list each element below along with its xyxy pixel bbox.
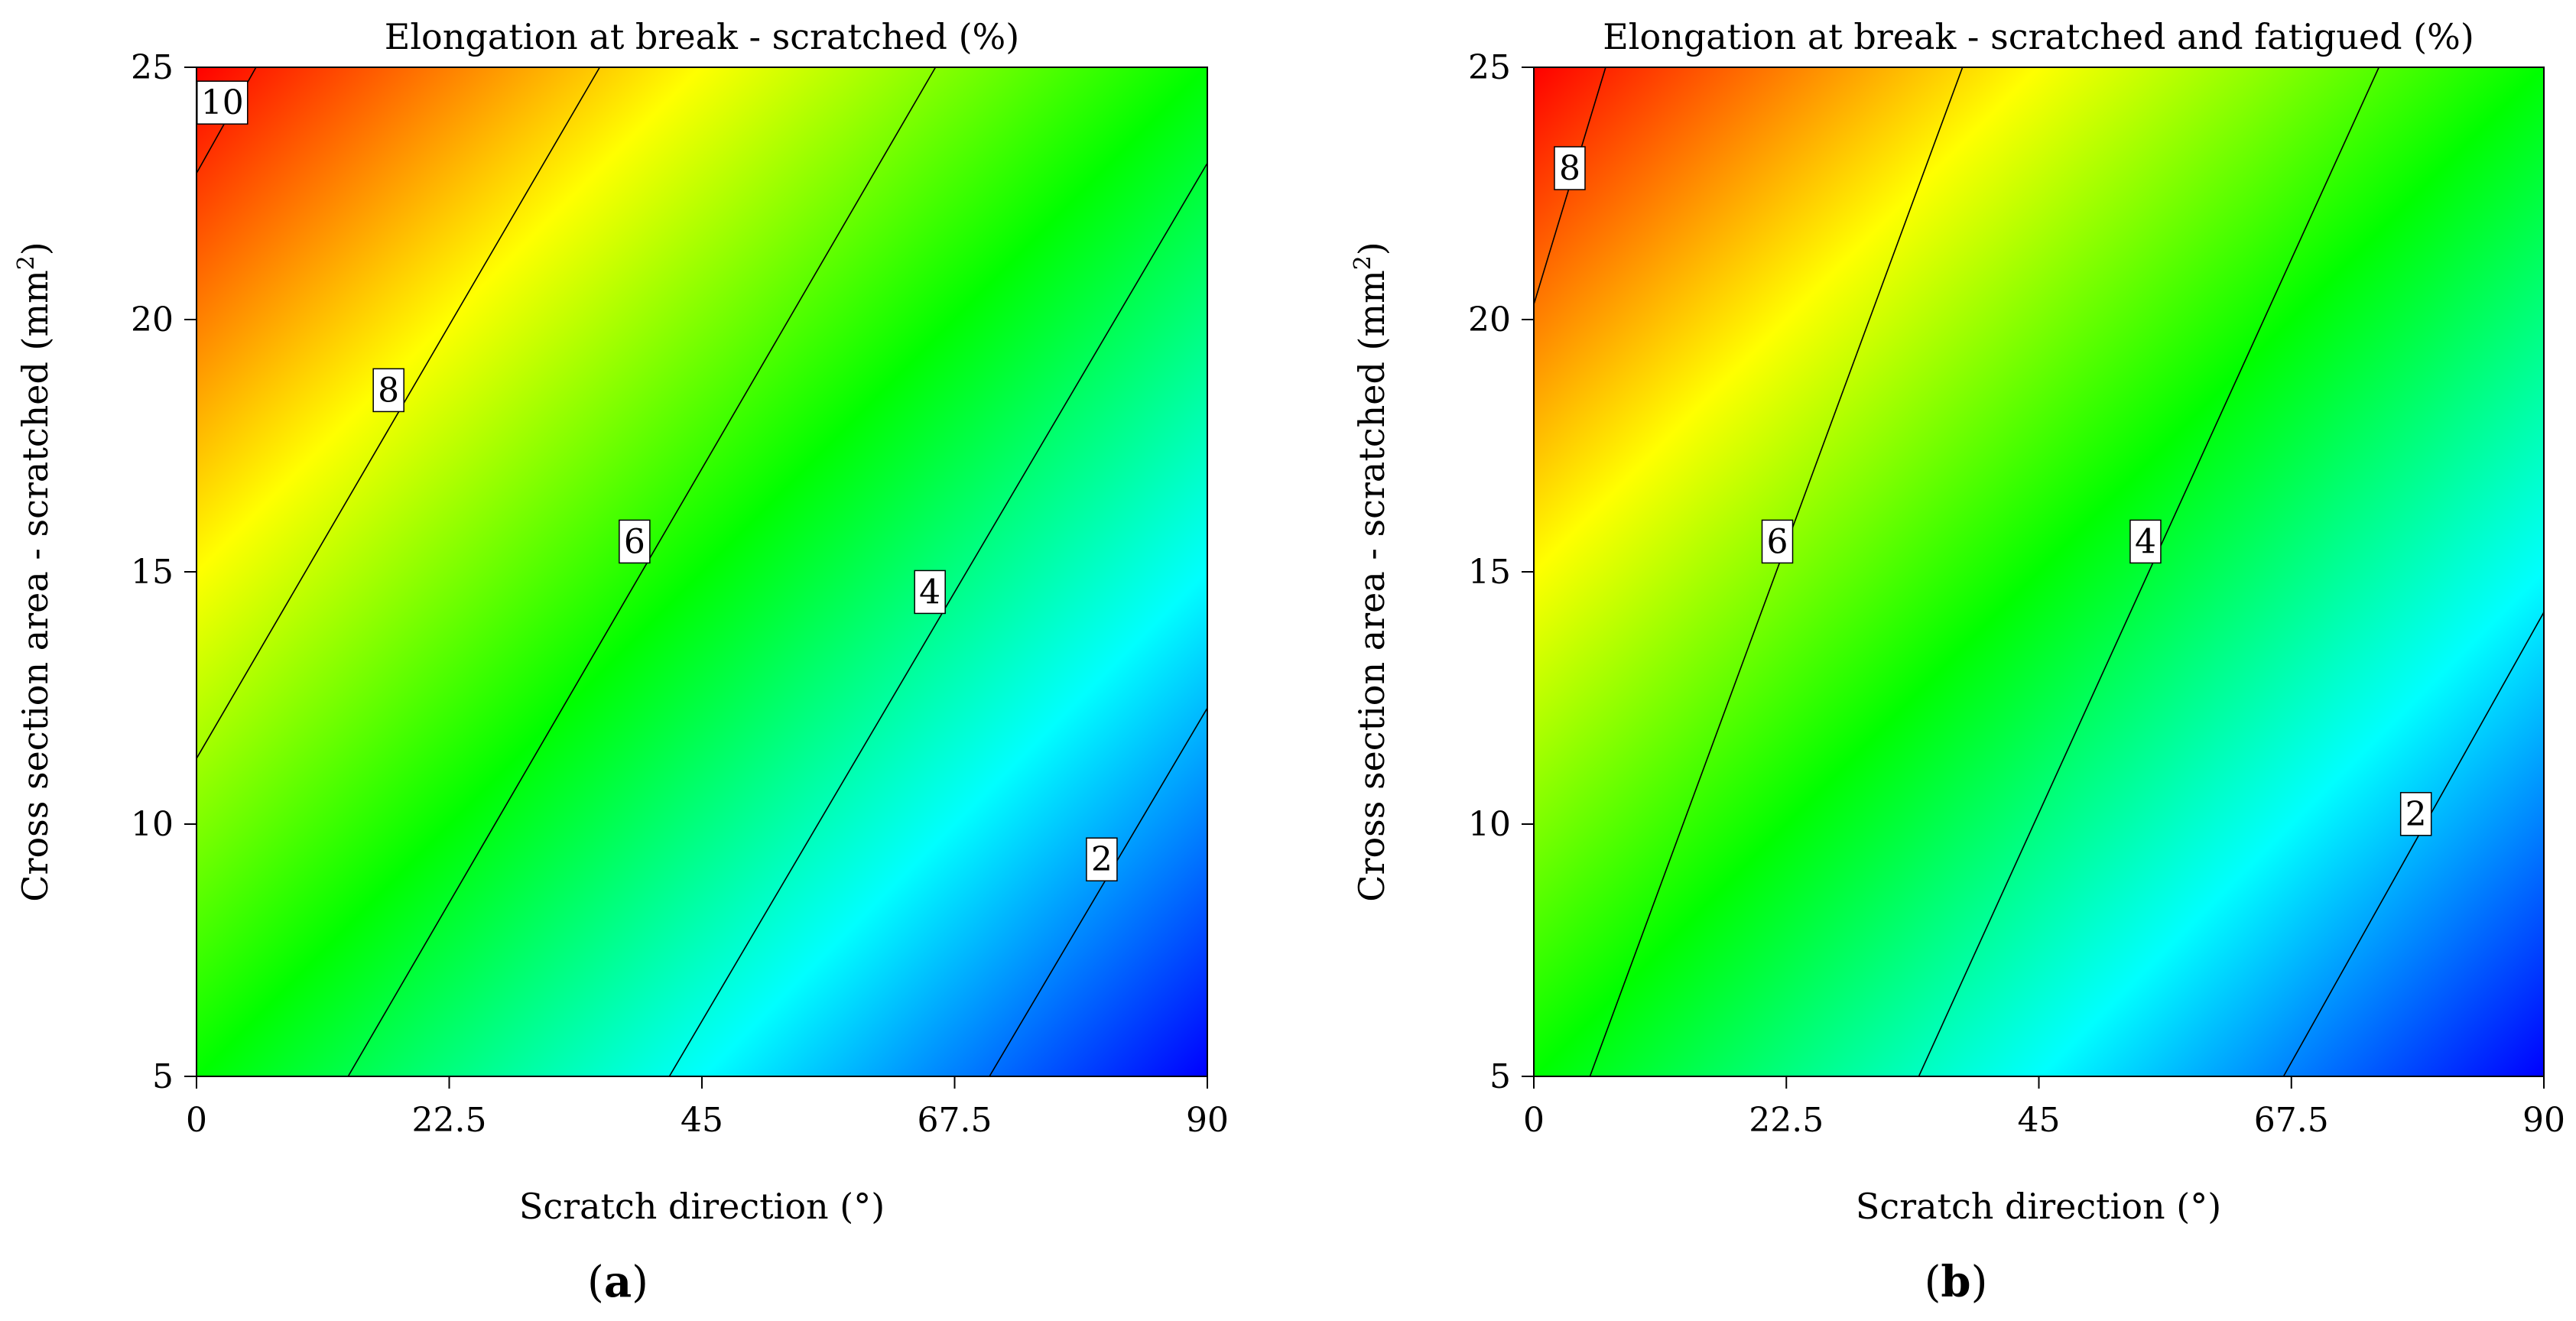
y-tick-label: 5: [1489, 1057, 1511, 1096]
y-axis-title-a: Cross section area - scratched (mm2): [13, 242, 56, 901]
x-axis-b: 0 22.5 45 67.5 90: [1523, 1076, 2565, 1140]
x-tick-label: 45: [2018, 1101, 2061, 1140]
x-tick-label: 90: [1186, 1101, 1229, 1140]
contour-label-2: 2: [2399, 792, 2432, 836]
x-tick-label: 45: [681, 1101, 723, 1140]
contour-label-8: 8: [1554, 146, 1586, 190]
contour-label-10: 10: [197, 80, 249, 125]
contour-line-4: [1918, 67, 2379, 1077]
panel-tag-a: (a): [587, 1257, 648, 1307]
svg-text:2: 2: [1091, 840, 1113, 879]
plot-area-b: [1534, 67, 2544, 1076]
svg-text:6: 6: [624, 522, 645, 561]
y-tick-label: 15: [131, 553, 174, 592]
panel-tag-b: (b): [1925, 1257, 1988, 1307]
contour-label-4: 4: [914, 570, 946, 615]
contour-lines-a: [196, 67, 1208, 1077]
y-axis-title-b: Cross section area - scratched (mm2): [1350, 242, 1392, 901]
x-tick-label: 22.5: [1749, 1101, 1824, 1140]
contour-label-6: 6: [1761, 519, 1794, 564]
svg-text:8: 8: [1559, 149, 1580, 188]
x-tick-label: 22.5: [412, 1101, 487, 1140]
contour-line-2: [989, 707, 1208, 1077]
contour-label-6: 6: [619, 519, 651, 564]
y-tick-label: 25: [1468, 48, 1511, 87]
contour-label-2: 2: [1086, 837, 1118, 881]
contour-line-8: [196, 67, 601, 759]
svg-text:4: 4: [919, 573, 940, 612]
x-tick-label: 0: [1523, 1101, 1545, 1140]
contour-line-4: [668, 162, 1208, 1077]
svg-text:2: 2: [2405, 795, 2427, 834]
y-tick-label: 20: [131, 300, 174, 339]
contour-line-2: [2282, 612, 2545, 1077]
contour-label-8: 8: [372, 368, 404, 413]
chart-panel-a: 0 22.5 45 67.5 90 5 10 15 20 25 10 8 6 4 2 Elongatio…: [13, 16, 1229, 1307]
y-axis-a: 5 10 15 20 25: [131, 48, 197, 1096]
y-tick-label: 25: [131, 48, 174, 87]
svg-text:6: 6: [1767, 522, 1788, 561]
y-tick-label: 10: [1468, 805, 1511, 844]
y-tick-label: 5: [152, 1057, 174, 1096]
chart-panel-b: 0 22.5 45 67.5 90 5 10 15 20 25 8 6 4 2 Elongation …: [1350, 16, 2565, 1307]
contour-labels-b: 8 6 4 2: [1554, 146, 2432, 836]
contour-line-6: [347, 67, 937, 1077]
x-tick-label: 67.5: [918, 1101, 992, 1140]
x-tick-label: 0: [186, 1101, 207, 1140]
svg-text:4: 4: [2135, 522, 2156, 561]
y-tick-label: 20: [1468, 300, 1511, 339]
x-tick-label: 67.5: [2254, 1101, 2329, 1140]
chart-title-b: Elongation at break - scratched and fati…: [1603, 16, 2474, 57]
svg-text:10: 10: [201, 83, 244, 122]
y-tick-label: 15: [1468, 553, 1511, 592]
x-axis-title-a: Scratch direction (°): [519, 1186, 885, 1227]
svg-text:8: 8: [378, 371, 399, 410]
x-axis-title-b: Scratch direction (°): [1856, 1186, 2221, 1227]
contour-label-4: 4: [2129, 519, 2162, 564]
y-axis-b: 5 10 15 20 25: [1468, 48, 1534, 1096]
x-tick-label: 90: [2522, 1101, 2565, 1140]
chart-title-a: Elongation at break - scratched (%): [385, 16, 1019, 57]
y-tick-label: 10: [131, 805, 174, 844]
contour-line-6: [1589, 67, 1964, 1077]
x-axis-a: 0 22.5 45 67.5 90: [186, 1076, 1229, 1140]
plot-area-a: [197, 67, 1207, 1076]
contour-labels-a: 10 8 6 4 2: [197, 80, 1118, 881]
